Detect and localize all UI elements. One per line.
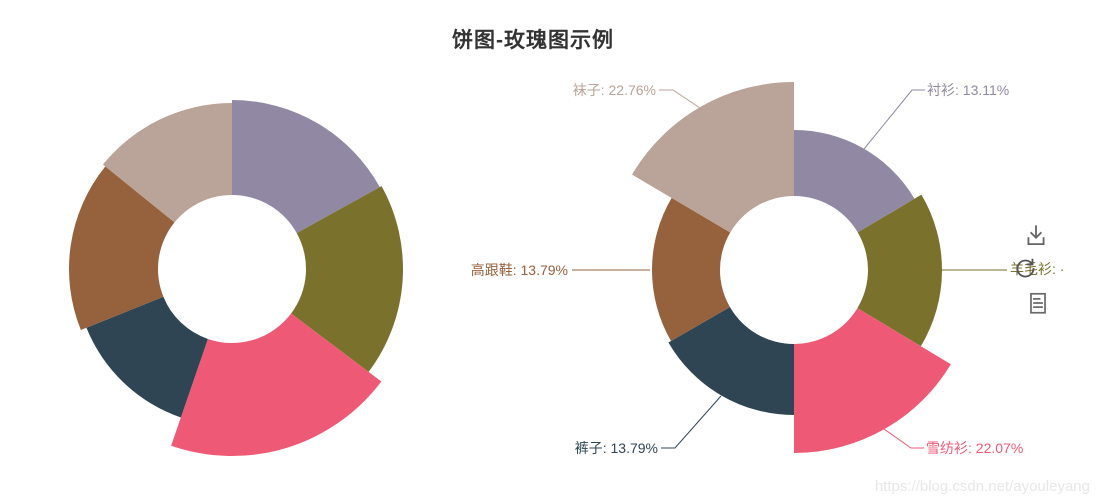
- slice-label-high-heels: 高跟鞋: 13.79%: [470, 262, 568, 278]
- slice-left-5[interactable]: [102, 103, 233, 223]
- pie-left-rose: [69, 100, 404, 456]
- label-line-chiffon: [883, 428, 924, 449]
- slice-label-pants: 裤子: 13.79%: [574, 440, 658, 456]
- slice-chiffon[interactable]: [794, 308, 951, 453]
- slice-pants[interactable]: [668, 307, 794, 415]
- data-view-icon[interactable]: [1025, 290, 1051, 316]
- slice-high-heels[interactable]: [651, 197, 731, 341]
- slice-left-4[interactable]: [69, 166, 175, 331]
- slice-left-2[interactable]: [171, 313, 382, 456]
- slice-sweater[interactable]: [857, 194, 943, 347]
- slice-left-1[interactable]: [291, 186, 404, 372]
- slice-label-chiffon: 雪纺衫: 22.07%: [926, 440, 1024, 456]
- label-line-shirt: [863, 89, 925, 150]
- slice-label-sweater: 羊毛衫: ·: [1010, 261, 1065, 277]
- save-as-image-icon[interactable]: [1023, 223, 1049, 249]
- slice-left-0[interactable]: [232, 100, 380, 234]
- slice-shirt[interactable]: [794, 130, 915, 233]
- slice-socks[interactable]: [632, 82, 794, 233]
- pie-right-rose: [572, 82, 1007, 453]
- label-line-socks: [659, 89, 701, 109]
- restore-refresh-icon[interactable]: [1012, 256, 1038, 282]
- chart-title: 饼图-玫瑰图示例: [452, 29, 614, 52]
- slice-left-3[interactable]: [86, 296, 208, 418]
- slice-label-socks: 袜子: 22.76%: [572, 82, 656, 98]
- label-line-pants: [661, 395, 722, 449]
- watermark: https://blog.csdn.net/ayouleyang: [874, 478, 1090, 495]
- slice-label-shirt: 衬衫: 13.11%: [927, 82, 1010, 98]
